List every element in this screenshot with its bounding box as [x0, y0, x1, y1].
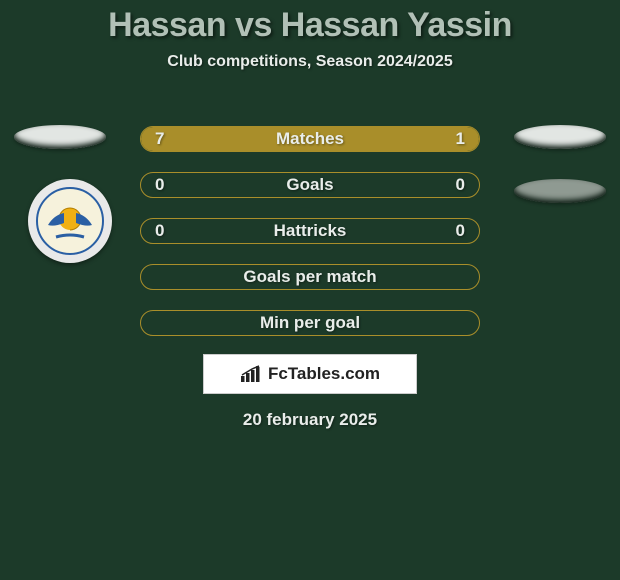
- subtitle: Club competitions, Season 2024/2025: [0, 53, 620, 71]
- stat-right-value: 1: [442, 127, 479, 151]
- stat-bar-track: 0 0Goals: [140, 172, 480, 198]
- player-logo-oval: [14, 125, 106, 149]
- bars-growth-icon: [240, 365, 262, 383]
- stat-bar-track: Goals per match: [140, 264, 480, 290]
- stat-left-value: 0: [141, 173, 178, 197]
- stat-bar-left-fill: [141, 127, 401, 151]
- player-logo-oval: [514, 125, 606, 149]
- stat-bar-track: 71Matches: [140, 126, 480, 152]
- stat-bar: Min per goal: [140, 310, 480, 336]
- stat-bar: Goals per match: [140, 264, 480, 290]
- brand-text: FcTables.com: [268, 364, 380, 384]
- stat-bar-track: Min per goal: [140, 310, 480, 336]
- stat-label: Min per goal: [141, 311, 479, 335]
- stat-left-value: 7: [141, 127, 178, 151]
- stat-label: Hattricks: [141, 219, 479, 243]
- stat-label: Goals: [141, 173, 479, 197]
- snapshot-date: 20 february 2025: [0, 410, 620, 430]
- stat-left-value: 0: [141, 219, 178, 243]
- club-crest-icon: [42, 193, 98, 249]
- player-logo-oval: [514, 179, 606, 203]
- stat-right-value: 0: [442, 173, 479, 197]
- stat-right-value: 0: [442, 219, 479, 243]
- stat-bar-track: 0 0Hattricks: [140, 218, 480, 244]
- page-title: Hassan vs Hassan Yassin: [0, 0, 620, 45]
- club-badge: [28, 179, 112, 263]
- comparison-infographic: Hassan vs Hassan Yassin Club competition…: [0, 0, 620, 580]
- stat-bar: 0 0Hattricks: [140, 218, 480, 244]
- brand-attribution: FcTables.com: [203, 354, 417, 394]
- stat-bar: 71Matches: [140, 126, 480, 152]
- stat-label: Goals per match: [141, 265, 479, 289]
- stat-bar: 0 0Goals: [140, 172, 480, 198]
